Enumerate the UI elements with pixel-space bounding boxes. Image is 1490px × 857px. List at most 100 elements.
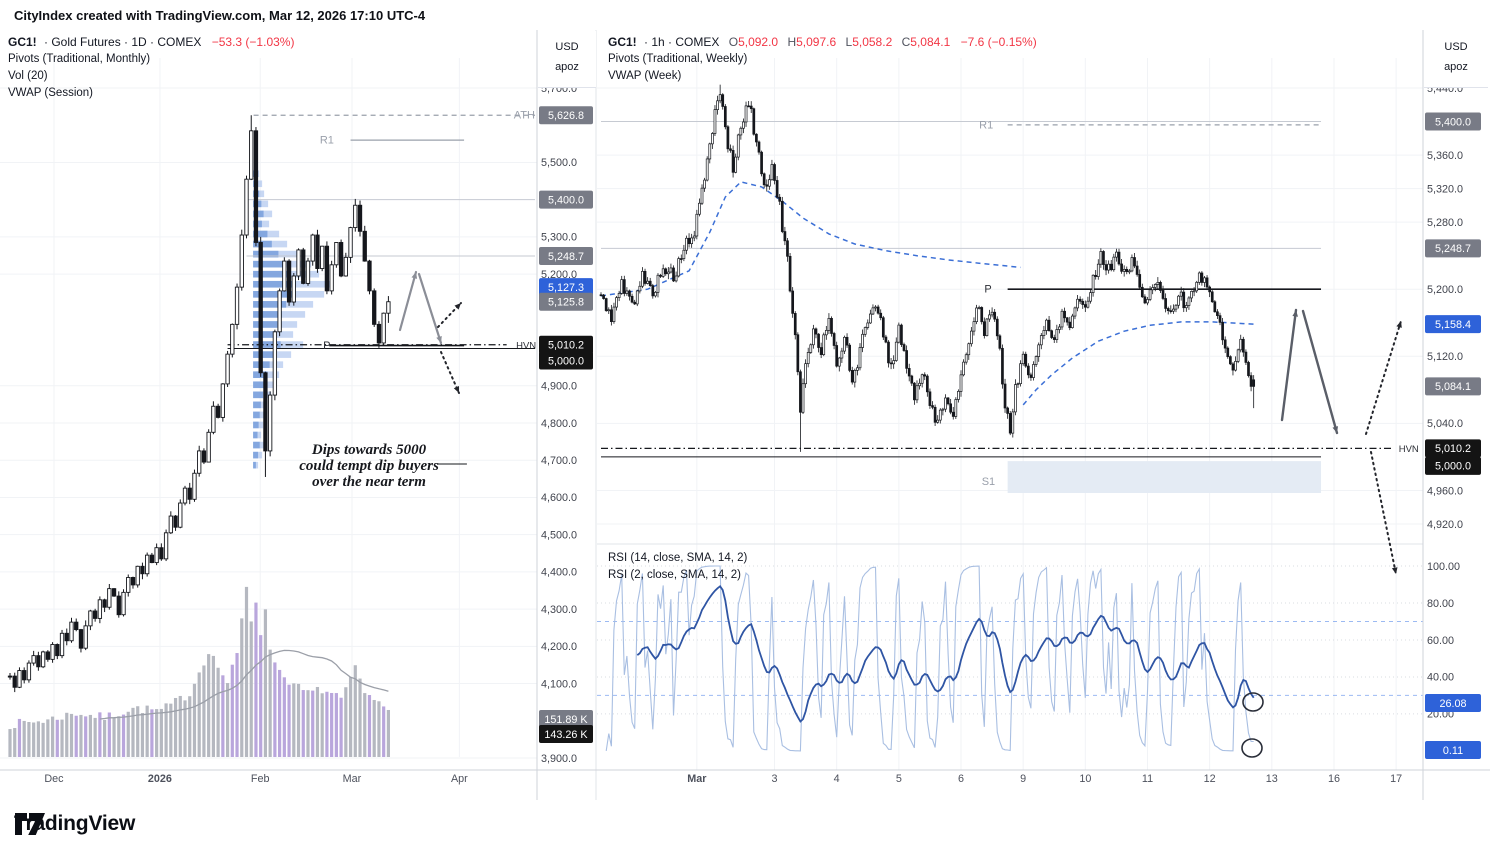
symbol-meta: · 1h · COMEX [644, 35, 720, 49]
level-label-hvn: HVN [516, 340, 536, 351]
price-badge: 5,125.8 [539, 292, 593, 311]
axis-tick-label: Mar [687, 773, 707, 785]
drawing-arrow[interactable] [1301, 309, 1339, 435]
svg-text:143.26 K: 143.26 K [544, 729, 588, 741]
axis-tick-label: 4,400.0 [541, 567, 577, 579]
indicator-rsi-14[interactable]: RSI (14, close, SMA, 14, 2) [608, 552, 748, 564]
price-axis-unit-left[interactable]: USD apoz [538, 31, 596, 88]
axis-tick-label: 4,600.0 [541, 492, 577, 504]
axis-tick-label: 13 [1266, 773, 1278, 785]
price-axis-right[interactable]: 5,440.05,360.05,320.05,280.05,200.05,120… [1422, 30, 1481, 800]
ohlc-close: C5,084.1 [901, 35, 951, 49]
daily-chart-canvas[interactable]: ATHR1HVNP5,700.05,500.05,300.05,200.04,9… [0, 30, 597, 800]
axis-tick-label: 5,500.0 [541, 157, 577, 169]
axis-tick-label: 5,320.0 [1427, 183, 1463, 195]
legend-hourly-title-row[interactable]: GC1! · 1h · COMEX O5,092.0 H5,097.6 L5,0… [608, 34, 1037, 51]
svg-text:5,084.1: 5,084.1 [1435, 381, 1471, 393]
price-axis-unit-right[interactable]: USD apoz [1424, 31, 1488, 88]
drawing-arrow[interactable] [437, 302, 462, 328]
axis-tick-label: 3,900.0 [541, 753, 577, 765]
tradingview-logo[interactable]: TradingView [14, 812, 135, 836]
indicator-pivots-weekly[interactable]: Pivots (Traditional, Weekly) [608, 53, 748, 65]
tradingview-logo-icon [15, 812, 45, 835]
axis-tick-label: 40.00 [1427, 672, 1454, 684]
price-badge: 151.89 K [539, 710, 593, 728]
rsi-slow-line [636, 585, 1255, 723]
drawing-arrow[interactable] [1365, 320, 1402, 435]
legend-rsi[interactable]: RSI (14, close, SMA, 14, 2) RSI (2, clos… [608, 550, 747, 584]
drawing-arrow[interactable] [440, 351, 460, 394]
svg-text:5,010.2: 5,010.2 [548, 340, 584, 352]
currency-label: USD [1444, 41, 1468, 53]
vwap-line[interactable] [600, 181, 1254, 406]
drawing-circles[interactable] [1241, 692, 1264, 758]
chart-annotation-text[interactable]: Dips towards 5000 could tempt dip buyers… [299, 442, 439, 490]
level-label-p: P [984, 284, 991, 296]
unit-label: apoz [1444, 61, 1468, 73]
indicator-vwap-session[interactable]: VWAP (Session) [8, 87, 93, 99]
legend-daily[interactable]: GC1! · Gold Futures · 1D · COMEX −53.3 (… [8, 34, 294, 102]
axis-tick-label: 4,920.0 [1427, 519, 1463, 531]
symbol-title[interactable]: GC1! [608, 35, 637, 49]
axis-tick-label: 5,300.0 [541, 232, 577, 244]
drawing-arrow[interactable] [398, 270, 418, 332]
axis-tick-label: 80.00 [1427, 598, 1454, 610]
pivot-level-lines[interactable]: ATH R1 HVN P [227, 110, 537, 465]
axis-tick-label: 4,800.0 [541, 418, 577, 430]
volume-ma-line [99, 649, 389, 720]
rsi-fast-line [605, 565, 1254, 752]
price-badge: 5,400.0 [1425, 112, 1481, 131]
price-badge: 143.26 K [539, 725, 593, 743]
price-badge: 5,158.4 [1425, 315, 1481, 334]
price-axis-left[interactable]: 5,700.05,500.05,300.05,200.04,900.04,800… [536, 30, 597, 800]
svg-text:5,400.0: 5,400.0 [548, 194, 584, 206]
axis-tick-label: 5 [896, 773, 902, 785]
ohlc-low: L5,058.2 [845, 35, 893, 49]
indicator-volume[interactable]: Vol (20) [8, 70, 48, 82]
axis-tick-label: 12 [1204, 773, 1216, 785]
axis-tick-label: 16 [1328, 773, 1340, 785]
svg-text:26.08: 26.08 [1439, 698, 1466, 710]
change-value: −7.6 (−0.15%) [960, 35, 1037, 49]
indicator-pivots-monthly[interactable]: Pivots (Traditional, Monthly) [8, 53, 151, 65]
s1-support-band[interactable]: S1 [982, 461, 1322, 493]
price-badge: 0.11 [1425, 741, 1481, 759]
axis-tick-label: Apr [451, 773, 468, 785]
axis-tick-label: 6 [958, 773, 964, 785]
axis-tick-label: 60.00 [1427, 635, 1454, 647]
axis-tick-label: 4,100.0 [541, 678, 577, 690]
svg-text:5,248.7: 5,248.7 [548, 251, 584, 263]
axis-tick-label: 10 [1079, 773, 1091, 785]
svg-text:5,000.0: 5,000.0 [548, 355, 584, 367]
ohlc-open: O5,092.0 [728, 35, 779, 49]
level-label-r1: R1 [320, 135, 334, 147]
drawing-arrow[interactable] [417, 272, 443, 345]
svg-text:0.11: 0.11 [1443, 745, 1463, 757]
legend-daily-title-row[interactable]: GC1! · Gold Futures · 1D · COMEX −53.3 (… [8, 34, 294, 51]
volume-bars [8, 586, 390, 757]
time-axis-right[interactable]: Mar 3 4 5 6 9 10 11 12 13 16 17 [597, 769, 1490, 785]
axis-tick-label: Dec [44, 773, 64, 785]
drawing-arrow[interactable] [1370, 451, 1398, 575]
legend-hourly[interactable]: GC1! · 1h · COMEX O5,092.0 H5,097.6 L5,0… [608, 34, 1037, 85]
rsi-pane [597, 543, 1423, 752]
indicator-rsi-2[interactable]: RSI (2, close, SMA, 14, 2) [608, 569, 741, 581]
svg-text:5,248.7: 5,248.7 [1435, 243, 1471, 255]
price-badge: 5,400.0 [539, 190, 593, 209]
price-badge: 5,626.8 [539, 106, 593, 125]
svg-text:5,127.3: 5,127.3 [548, 282, 584, 294]
axis-tick-label: 4,300.0 [541, 604, 577, 616]
svg-text:5,125.8: 5,125.8 [548, 297, 584, 309]
axis-tick-label: 5,200.0 [1427, 284, 1463, 296]
axis-tick-label: Feb [251, 773, 270, 785]
hourly-chart-canvas[interactable]: S1R1PHVN5,440.05,360.05,320.05,280.05,20… [597, 30, 1490, 800]
axis-tick-label: 4 [834, 773, 840, 785]
svg-text:5,158.4: 5,158.4 [1435, 319, 1471, 331]
indicator-vwap-week[interactable]: VWAP (Week) [608, 70, 682, 82]
drawing-arrow[interactable] [1280, 308, 1298, 422]
axis-tick-label: 2026 [148, 773, 172, 785]
time-axis-left[interactable]: Dec 2026 Feb Mar Apr [0, 769, 597, 785]
pivot-level-lines[interactable]: R1 P HVN [601, 119, 1419, 458]
svg-text:151.89 K: 151.89 K [544, 714, 588, 726]
symbol-title[interactable]: GC1! [8, 35, 37, 49]
